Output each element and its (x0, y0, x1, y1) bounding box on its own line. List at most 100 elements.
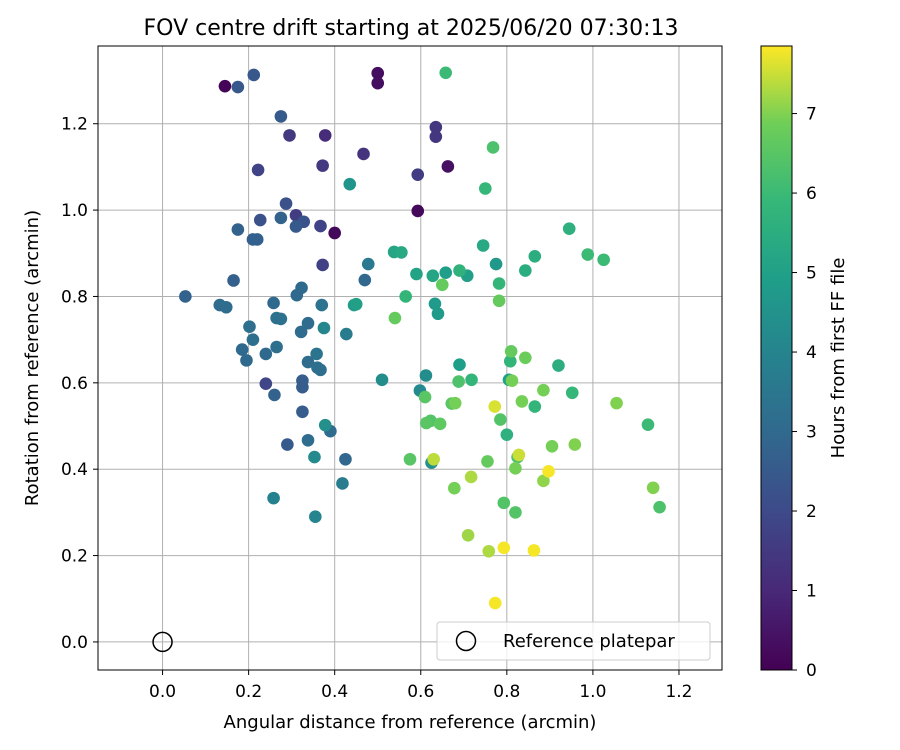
data-point (492, 277, 506, 290)
data-point (500, 428, 514, 441)
data-point (410, 267, 423, 281)
data-point (268, 388, 281, 402)
data-point (316, 258, 329, 272)
x-tick-label: 1.2 (665, 682, 692, 702)
colorbar-ticks: 0 1 2 3 4 5 6 7 (792, 105, 817, 681)
colorbar-tick: 0 (792, 661, 817, 681)
data-point (309, 510, 322, 523)
data-point (227, 274, 240, 287)
colorbar-tick: 6 (792, 184, 817, 204)
data-point (641, 418, 655, 432)
colorbar-tick-label: 4 (806, 343, 817, 363)
colorbar-tick: 4 (792, 343, 817, 363)
data-point (310, 347, 323, 361)
data-point (358, 273, 372, 287)
data-point (494, 413, 507, 426)
data-point (505, 374, 519, 387)
data-point (243, 320, 256, 333)
data-point (259, 377, 273, 390)
data-point (253, 213, 267, 227)
data-point (411, 168, 425, 181)
x-tick-label: 0.6 (407, 682, 434, 702)
data-point (519, 351, 532, 365)
data-point (562, 222, 576, 235)
data-point (267, 491, 280, 505)
data-point (439, 66, 453, 80)
data-point (336, 477, 349, 490)
colorbar-tick-label: 6 (806, 184, 817, 204)
data-point (492, 294, 506, 308)
data-point (270, 340, 283, 354)
y-axis-ticks: 0.0 0.2 0.4 0.6 0.8 1.0 1.2 (61, 115, 98, 653)
y-tick-label: 0.6 (61, 374, 88, 394)
data-point (452, 375, 465, 388)
data-point (403, 452, 417, 466)
colorbar-tick-label: 5 (806, 264, 817, 284)
data-point (318, 129, 332, 142)
data-point (646, 481, 660, 495)
data-point (231, 223, 245, 236)
data-point (218, 79, 232, 93)
data-point (301, 355, 315, 369)
data-point (497, 541, 511, 555)
data-point (545, 440, 559, 453)
x-tick: 0.2 (235, 670, 262, 702)
colorbar-tick: 2 (792, 502, 817, 522)
chart-title: FOV centre drift starting at 2025/06/20 … (144, 16, 679, 41)
data-point (528, 400, 542, 413)
data-point (519, 264, 532, 277)
x-tick: 1.2 (665, 670, 692, 702)
data-point (231, 80, 245, 94)
data-point (317, 321, 331, 335)
data-point (251, 163, 265, 177)
data-point (497, 496, 511, 510)
data-point (461, 528, 475, 542)
data-point (488, 400, 502, 413)
y-tick: 0.4 (61, 460, 98, 480)
data-point (509, 462, 522, 475)
data-point (219, 300, 233, 314)
colorbar-tick: 7 (792, 105, 817, 125)
x-tick-label: 0.4 (321, 682, 348, 702)
data-point (281, 438, 294, 451)
colorbar-tick-label: 3 (806, 423, 817, 443)
data-point (448, 481, 461, 495)
data-point (527, 544, 541, 557)
grid-lines (98, 46, 722, 670)
data-point (433, 417, 447, 431)
y-tick: 0.2 (61, 547, 98, 567)
data-point (283, 129, 296, 142)
data-point (259, 347, 273, 361)
data-point (509, 506, 522, 519)
colorbar-tick-label: 2 (806, 502, 817, 522)
y-tick-label: 0.2 (61, 547, 88, 567)
data-point (448, 396, 462, 410)
data-point (308, 450, 321, 464)
y-tick-label: 1.0 (61, 201, 88, 221)
legend-label: Reference platepar (503, 631, 675, 652)
data-point (597, 253, 610, 267)
x-tick-label: 0.0 (149, 682, 176, 702)
colorbar-label: Hours from first FF file (828, 258, 849, 459)
data-point (375, 373, 389, 387)
data-point (235, 343, 249, 356)
y-axis-label: Rotation from reference (arcmin) (22, 210, 43, 506)
data-point (316, 159, 329, 172)
data-point (328, 226, 341, 240)
y-tick: 1.2 (61, 115, 98, 135)
reference-point (152, 631, 173, 653)
data-point (349, 297, 363, 311)
colorbar: 0 1 2 3 4 5 6 7 Hours from first FF file (760, 45, 849, 681)
data-point (464, 470, 478, 484)
data-point (537, 474, 550, 488)
data-point (439, 266, 453, 280)
y-tick: 0.6 (61, 374, 98, 394)
colorbar-gradient (761, 46, 792, 670)
data-point (418, 390, 432, 404)
x-axis-label: Angular distance from reference (arcmin) (224, 712, 597, 733)
legend-box (436, 621, 711, 661)
colorbar-frame (760, 45, 793, 671)
data-point (528, 250, 542, 263)
data-point (314, 219, 327, 233)
data-point (296, 405, 309, 419)
